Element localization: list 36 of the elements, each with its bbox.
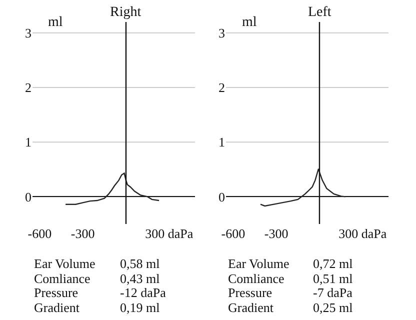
text: 0,58 ml bbox=[120, 256, 160, 271]
x-tick-label: 300 daPa bbox=[338, 226, 387, 241]
text: Pressure bbox=[34, 285, 78, 300]
y-axis-title: ml bbox=[48, 15, 63, 30]
text: Gradient bbox=[34, 300, 80, 315]
text: 0,19 ml bbox=[120, 300, 160, 315]
text: -7 daPa bbox=[313, 285, 353, 300]
text: 0,72 ml bbox=[313, 256, 354, 271]
x-tick-label: -300 bbox=[70, 226, 95, 241]
y-tick-label: 1 bbox=[24, 134, 32, 150]
text: Ear Volume bbox=[228, 256, 290, 271]
text: Ear Volume bbox=[34, 256, 96, 271]
chart-subtitle: Left bbox=[308, 5, 332, 20]
y-tick-label: 1 bbox=[218, 134, 225, 150]
text: 0,51 ml bbox=[313, 271, 354, 286]
chart-subtitle: Right bbox=[110, 5, 142, 20]
line-series bbox=[260, 168, 346, 207]
text: 0,25 ml bbox=[313, 300, 354, 315]
text: 0,43 ml bbox=[120, 271, 160, 286]
x-tick-label: -600 bbox=[28, 226, 52, 241]
line-series bbox=[64, 172, 160, 205]
y-tick-label: 3 bbox=[218, 25, 225, 40]
x-tick-label: -600 bbox=[221, 226, 246, 241]
y-axis-title: ml bbox=[242, 15, 257, 30]
x-tick-label: -300 bbox=[264, 226, 288, 241]
y-tick-label: 2 bbox=[24, 80, 32, 96]
text: Gradient bbox=[228, 300, 274, 315]
y-tick-label: 0 bbox=[218, 189, 225, 204]
text: Comliance bbox=[34, 271, 91, 286]
y-tick-label: 0 bbox=[24, 189, 32, 204]
text: Comliance bbox=[228, 271, 285, 286]
y-tick-label: 2 bbox=[218, 80, 225, 96]
x-tick-label: 300 daPa bbox=[145, 226, 194, 241]
y-tick-label: 3 bbox=[24, 25, 32, 40]
text: Pressure bbox=[228, 285, 272, 300]
text: -12 daPa bbox=[120, 285, 166, 300]
